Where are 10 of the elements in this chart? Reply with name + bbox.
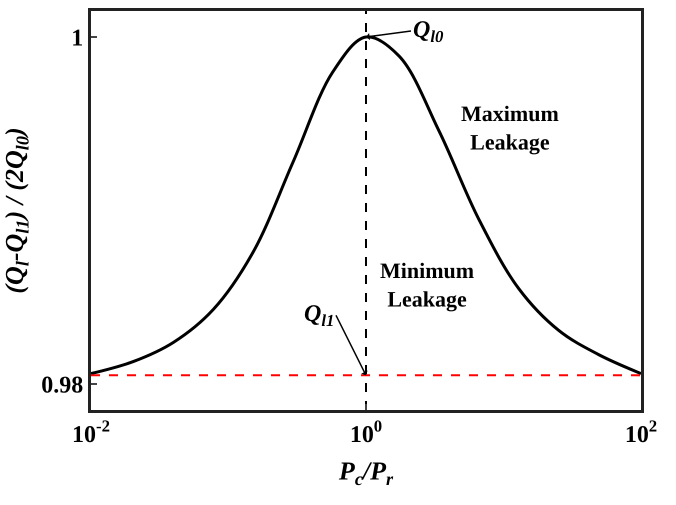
x-tick-label: 10$^{2}$ xyxy=(624,416,658,448)
annotation: Q$_{l1}$ xyxy=(304,301,334,330)
x-tick-label: 10$^{-2}$ xyxy=(72,416,110,448)
annotation: Minimum Leakage xyxy=(380,258,474,312)
y-tick-label: 1 xyxy=(71,25,84,52)
annotation: Q$_{l0}$ xyxy=(413,17,444,46)
y-tick-label: 0.98 xyxy=(41,372,84,398)
x-tick-label: 10$^{0}$ xyxy=(350,416,382,448)
x-axis-title: P$_{c}$/P$_{r}$ xyxy=(338,456,394,489)
annotation: Maximum Leakage xyxy=(461,101,559,155)
